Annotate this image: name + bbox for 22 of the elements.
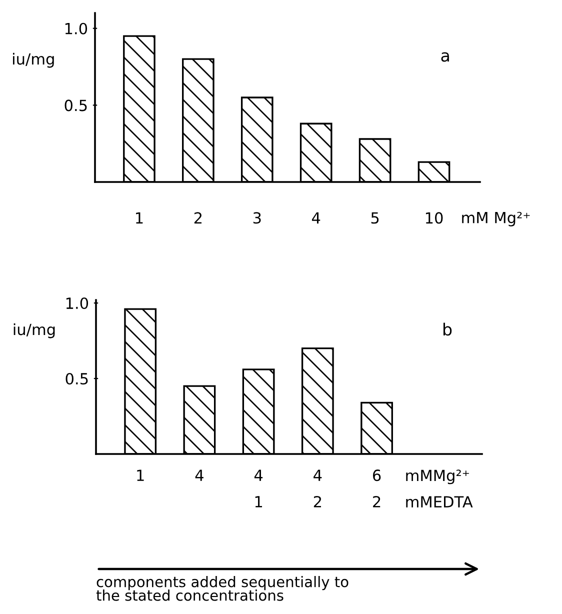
text: b xyxy=(443,322,452,336)
x-tick-label: 4 xyxy=(312,212,320,224)
x-tick-label: 1 xyxy=(136,212,143,224)
x-tick-label: 10 xyxy=(426,212,443,224)
x-tick-label: 6 2 xyxy=(372,470,381,508)
y-tick-label: 0.5 xyxy=(64,100,87,112)
x-tick-label: 1 xyxy=(137,470,144,481)
annotation: a xyxy=(441,52,449,62)
x-tick-label: 3 xyxy=(253,212,261,224)
x-tick-label: 4 2 xyxy=(314,470,322,508)
y-tick-label: 0.5 xyxy=(66,372,88,385)
x-tick-label: 4 1 xyxy=(254,470,263,508)
y-axis-title: iu/mg xyxy=(14,323,55,338)
x-tick-label: 4 xyxy=(195,470,204,481)
x-axis-title: mM Mg²⁺ xyxy=(462,212,530,226)
x-axis-title: mMMg²⁺ mMEDTA xyxy=(406,470,473,508)
y-axis-title: iu/mg xyxy=(13,52,54,68)
y-tick-label: 1.0 xyxy=(66,297,88,310)
y-tick-label: 1.0 xyxy=(65,22,88,34)
text: components added sequentially to the stated concentrations xyxy=(96,576,348,601)
x-tick-label: 5 xyxy=(371,212,379,224)
x-tick-label: 2 xyxy=(194,212,202,224)
